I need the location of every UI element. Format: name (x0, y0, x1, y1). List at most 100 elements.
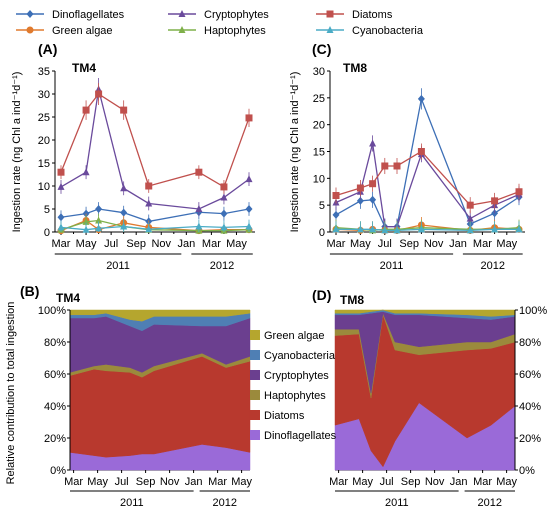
legend-item-cyanobacteria: Cyanobacteria (316, 25, 424, 37)
y-tick-label: 0 (44, 227, 50, 239)
x-tick-label: Mar (208, 476, 227, 488)
x-tick-label: Nov (424, 238, 444, 250)
x-tick-label: Mar (473, 476, 492, 488)
year-label-2012: 2012 (210, 260, 234, 272)
x-tick-label: May (496, 476, 517, 488)
data-point (57, 213, 65, 222)
legend-label: Green algae (52, 25, 113, 37)
panel-label-d: (D) (312, 287, 331, 303)
area-legend-label: Green algae (264, 330, 325, 342)
data-point (57, 168, 65, 176)
data-point (82, 225, 90, 233)
panel-label-a: (A) (38, 41, 57, 57)
y-tick-label: 60% (44, 369, 66, 381)
y-tick-label: 100% (519, 305, 547, 317)
panel-a: 0 5 10 15 20 25 30 35 Mar May Jul Sep Nov Jan Mar May 20… (38, 66, 255, 272)
data-point (82, 106, 90, 114)
y-tick-label: 5 (44, 204, 50, 216)
series-cryptophytes (332, 135, 523, 232)
legend-marker (178, 26, 186, 33)
legend-label: Diatoms (352, 9, 393, 21)
y-tick-label: 25 (313, 93, 325, 105)
data-point (195, 205, 203, 212)
data-point (356, 196, 364, 205)
data-point (466, 226, 474, 234)
data-point (369, 139, 377, 147)
y-tick-label: 5 (319, 200, 325, 212)
panel-b: 0% 20% 40% 60% 80% 100% Mar May Jul Sep Nov Jan Mar M… (38, 305, 253, 509)
data-point (95, 90, 103, 98)
data-point (245, 175, 253, 183)
x-tick-label: Jan (450, 476, 468, 488)
panel-c: 0 5 10 15 20 25 30 Mar May Jul Sep Nov Jan Mar May 2011… (313, 66, 525, 272)
area-legend-swatch (250, 430, 260, 440)
y-tick-label: 0% (519, 465, 535, 477)
x-tick-label: Jul (378, 238, 392, 250)
area-legend-swatch (250, 390, 260, 400)
data-point (369, 180, 377, 188)
data-point (393, 162, 401, 170)
area-legend-item-haptophytes: Haptophytes (250, 390, 326, 402)
area-legend-label: Diatoms (264, 410, 305, 422)
legend-marker (178, 10, 186, 17)
x-tick-label: Nov (151, 238, 171, 250)
x-tick-label: May (231, 476, 252, 488)
y-tick-label: 30 (38, 89, 50, 101)
area-legend-swatch (250, 330, 260, 340)
area-legend-swatch (250, 350, 260, 360)
data-point (417, 225, 425, 233)
area-legend: Green algae Cyanobacteria Cryptophytes Hapt… (250, 330, 337, 442)
x-tick-label: Mar (329, 476, 348, 488)
area-legend-label: Dinoflagellates (264, 430, 337, 442)
legend-item-haptophytes: Haptophytes (168, 25, 266, 37)
x-tick-label: Sep (136, 476, 156, 488)
data-point (491, 197, 499, 205)
x-tick-label: Jul (380, 476, 394, 488)
panel-d: 0% 20% 40% 60% 80% 100% Mar May Jul Sep Nov Jan Mar M… (329, 305, 547, 509)
y-tick-label: 100% (38, 305, 66, 317)
data-point (82, 168, 90, 176)
data-point (95, 216, 103, 224)
data-point (245, 114, 253, 122)
y-tick-label: 20% (519, 433, 541, 445)
x-tick-label: Mar (327, 238, 346, 250)
data-point (356, 225, 364, 233)
data-point (356, 184, 364, 192)
area-legend-item-cryptophytes: Cryptophytes (250, 370, 329, 382)
top-legend: Dinoflagellates Cryptophytes Diatoms Green … (16, 9, 424, 37)
data-point (417, 94, 425, 103)
data-point (145, 225, 153, 233)
data-point (145, 199, 153, 207)
data-point (393, 226, 401, 234)
series-cyanobacteria (332, 221, 523, 234)
legend-label: Dinoflagellates (52, 9, 125, 21)
station-label-d: TM8 (340, 293, 364, 307)
y-tick-label: 10 (38, 181, 50, 193)
data-point (381, 226, 389, 234)
year-label-2011: 2011 (120, 497, 144, 509)
legend-marker (326, 10, 334, 18)
ylabel-c: Ingestion rate (ng Chl a ind⁻¹d⁻¹) (289, 72, 301, 233)
station-label-a: TM4 (72, 61, 96, 75)
legend-item-cryptophytes: Cryptophytes (168, 9, 269, 21)
x-tick-label: Nov (160, 476, 180, 488)
data-point (417, 148, 425, 155)
y-tick-label: 30 (313, 66, 325, 78)
y-tick-label: 35 (38, 66, 50, 78)
x-tick-label: May (76, 238, 97, 250)
series-cyanobacteria (57, 219, 253, 233)
x-tick-label: Jul (115, 476, 129, 488)
year-label-2012: 2012 (481, 260, 505, 272)
data-point (332, 192, 340, 200)
data-point (95, 224, 103, 232)
data-point (120, 222, 128, 230)
panel-label-c: (C) (312, 41, 331, 57)
x-tick-label: Sep (126, 238, 146, 250)
area-diatoms (69, 356, 251, 458)
data-point (57, 223, 65, 231)
legend-item-dinoflagellates: Dinoflagellates (16, 9, 125, 21)
data-point (220, 183, 228, 191)
legend-item-green-algae: Green algae (16, 25, 113, 37)
area-legend-swatch (250, 370, 260, 380)
